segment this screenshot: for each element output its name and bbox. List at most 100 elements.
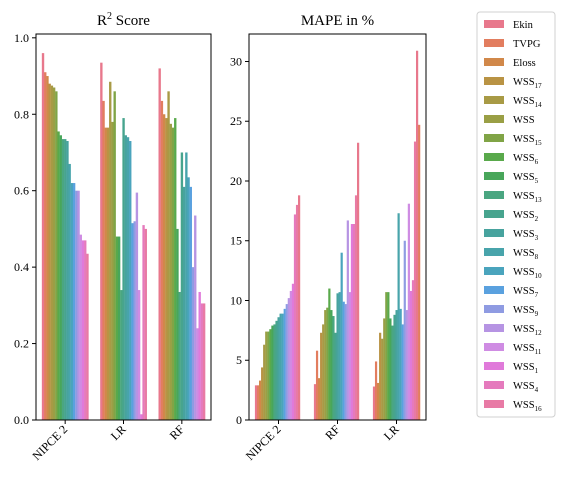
legend-swatch — [484, 134, 504, 142]
bar — [413, 141, 417, 420]
y-tick-label: 0 — [236, 413, 242, 427]
legend-swatch — [484, 343, 504, 351]
bar — [385, 292, 388, 420]
bar — [84, 240, 87, 420]
legend-label: WSS11 — [513, 343, 542, 356]
bar — [326, 307, 329, 420]
bar — [111, 121, 114, 420]
legend-label: WSS3 — [513, 229, 539, 242]
legend-label: WSS16 — [513, 400, 542, 413]
legend-swatch — [484, 229, 504, 237]
bar — [180, 152, 184, 420]
bar — [200, 303, 204, 420]
legend-swatch — [484, 267, 504, 275]
legend-swatch — [484, 96, 504, 104]
bar — [182, 186, 186, 420]
bar — [256, 385, 260, 420]
bar — [344, 304, 347, 420]
bar — [322, 324, 325, 420]
bar — [271, 325, 274, 420]
legend-label: WSS10 — [513, 267, 542, 280]
bar — [185, 152, 188, 420]
bar — [289, 290, 292, 420]
bar — [122, 118, 125, 420]
bar — [77, 190, 80, 420]
bar — [395, 310, 398, 420]
bar — [313, 384, 317, 420]
bar — [387, 292, 390, 420]
bar — [126, 137, 130, 421]
legend-label: WSS2 — [513, 210, 539, 223]
legend-label: WSS12 — [513, 324, 542, 337]
legend-label: WSS17 — [513, 77, 542, 90]
bar — [115, 236, 119, 420]
bar — [167, 91, 170, 421]
bar — [287, 298, 290, 420]
bar — [291, 283, 295, 420]
bar — [352, 224, 356, 420]
bar — [259, 380, 262, 420]
legend-swatch — [484, 210, 504, 218]
bar — [189, 186, 192, 420]
legend-label: Eloss — [513, 58, 536, 69]
legend-swatch — [484, 58, 504, 66]
bar — [133, 221, 136, 420]
bar — [261, 367, 264, 420]
bar — [75, 190, 78, 420]
bar — [342, 301, 345, 420]
r2-score-panel: 0.0 0.2 0.4 0.6 0.8 1.0 NIPCE 2 LR RF R2 Score — [14, 11, 212, 463]
bar — [140, 414, 143, 420]
bar — [330, 310, 333, 420]
bar — [50, 85, 54, 421]
legend-label: WSS7 — [513, 286, 539, 299]
bar — [171, 127, 175, 420]
bar — [265, 331, 268, 420]
bar — [297, 195, 301, 420]
bar — [389, 318, 392, 420]
bar — [72, 183, 76, 420]
panel-title: MAPE in % — [301, 13, 374, 29]
bar — [356, 142, 360, 421]
bar — [418, 124, 421, 420]
legend-label: WSS1 — [513, 362, 539, 375]
bar — [109, 81, 112, 420]
x-tick-label: RF — [322, 422, 343, 443]
legend-label: WSS8 — [513, 248, 539, 261]
bar — [160, 100, 164, 420]
bar — [273, 324, 276, 420]
bar — [267, 331, 270, 420]
bar — [254, 385, 258, 420]
bar — [277, 317, 280, 420]
y-tick-label: 20 — [230, 174, 242, 188]
bar — [66, 141, 69, 421]
bar — [106, 127, 110, 420]
bar — [336, 293, 339, 420]
bar — [68, 163, 71, 420]
legend-swatch — [484, 172, 504, 180]
bar — [407, 203, 410, 420]
mape-panel: 0 5 10 15 20 25 30 NIPCE 2 RF LR MAPE in % — [230, 13, 427, 463]
bar — [194, 215, 197, 420]
y-tick-label: 0.2 — [14, 337, 29, 351]
x-tick-label: RF — [167, 422, 188, 443]
bar — [391, 325, 394, 420]
legend-label: WSS15 — [513, 134, 542, 147]
bar — [324, 310, 327, 420]
legend-label: WSS6 — [513, 153, 539, 166]
bar — [415, 50, 419, 420]
bar — [409, 290, 413, 420]
bar — [158, 68, 161, 420]
bar — [269, 329, 272, 420]
bar — [403, 240, 406, 420]
legend-swatch — [484, 153, 504, 161]
bar — [131, 223, 134, 420]
legend-swatch — [484, 324, 504, 332]
y-tick-label: 15 — [230, 234, 242, 248]
bar — [41, 53, 45, 420]
bar — [137, 290, 141, 420]
x-tick-label: NIPCE 2 — [243, 422, 284, 463]
bar — [46, 76, 49, 420]
bar — [191, 267, 195, 420]
bar — [169, 123, 172, 420]
